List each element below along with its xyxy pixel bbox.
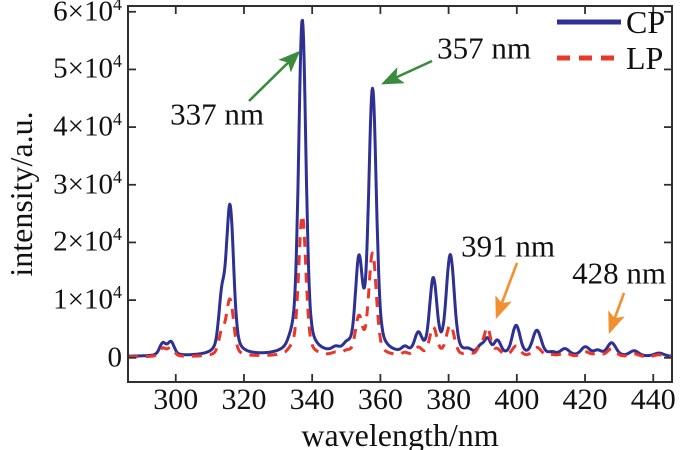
y-tick-label: 2×104 (53, 224, 122, 258)
annotation-337nm: 337 nm (170, 96, 264, 132)
annotation-arrow-357nm (380, 59, 433, 85)
x-tick-label: 320 (221, 383, 267, 416)
y-tick-label: 6×104 (53, 0, 122, 28)
annotation-arrow-337nm (248, 50, 301, 102)
y-tick-label: 5×104 (53, 51, 122, 85)
x-tick-label: 300 (153, 383, 199, 416)
x-axis-title: wavelength/nm (301, 417, 499, 450)
legend-label-lp: LP (626, 40, 664, 76)
annotation-357nm: 357 nm (437, 30, 531, 66)
annotation-428nm: 428 nm (572, 255, 666, 291)
x-tick-label: 420 (562, 383, 608, 416)
plot-frame (127, 5, 673, 383)
x-tick-label: 380 (426, 383, 472, 416)
x-tick-label: 360 (357, 383, 403, 416)
annotation-391nm: 391 nm (461, 228, 555, 264)
x-tick-label: 440 (630, 383, 676, 416)
y-tick-label: 3×104 (53, 166, 122, 201)
y-tick-label: 4×104 (53, 108, 122, 143)
cp-curve (127, 18, 673, 358)
annotation-arrow-428nm (608, 292, 626, 335)
annotation-arrow-391nm (495, 262, 519, 320)
legend-label-cp: CP (626, 4, 666, 40)
x-tick-label: 400 (494, 383, 540, 416)
y-tick-label: 1×104 (53, 281, 122, 316)
y-tick-label: 0 (107, 341, 123, 374)
x-tick-label: 340 (289, 383, 335, 416)
